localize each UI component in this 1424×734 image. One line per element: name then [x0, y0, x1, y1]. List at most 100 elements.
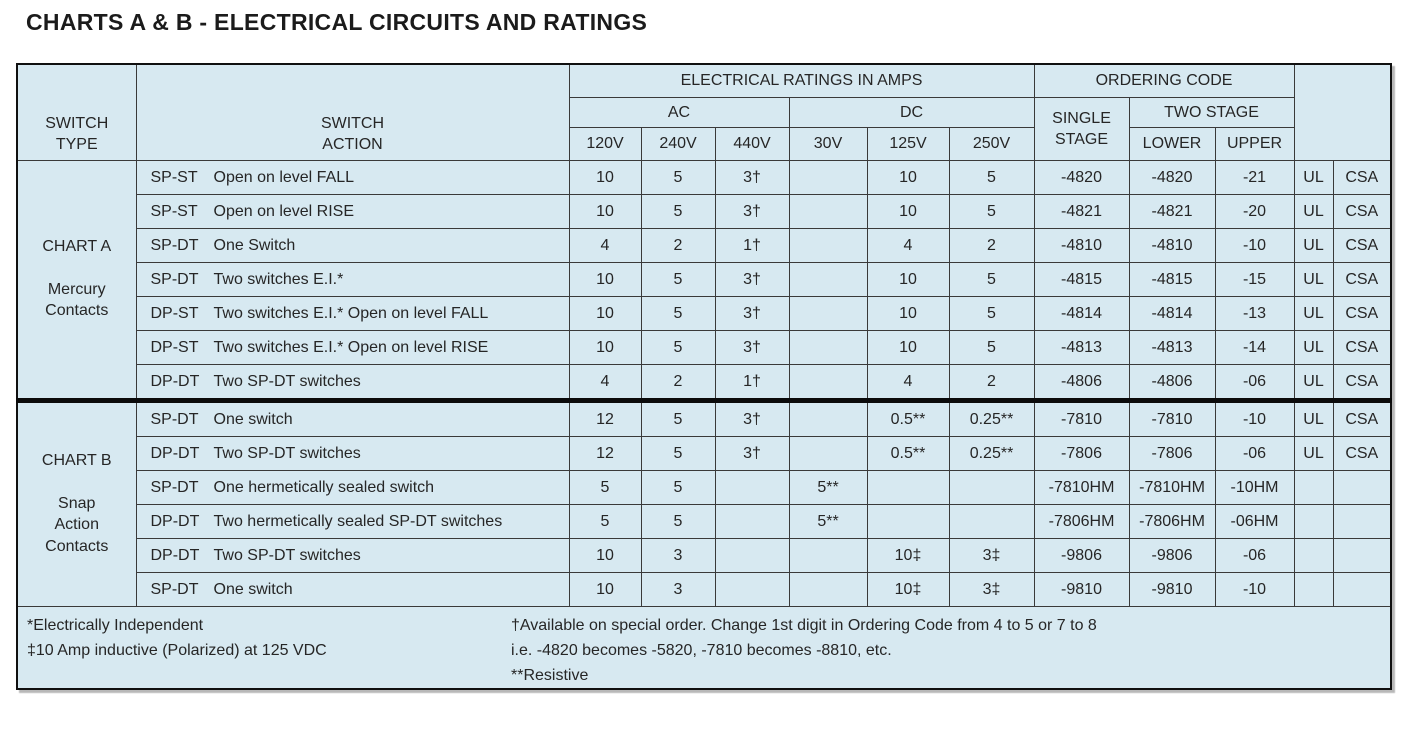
rating-30v-cell	[788, 262, 868, 297]
single-stage-cell: -4813	[1033, 330, 1130, 365]
single-stage-cell: -7806HM	[1033, 504, 1130, 539]
rating-125v-cell: 10‡	[866, 538, 950, 573]
dc-header: DC	[788, 97, 1035, 128]
single-stage-header: SINGLE STAGE	[1033, 97, 1130, 161]
lower-code-cell: -7806	[1128, 436, 1216, 471]
ordering-code-header: ORDERING CODE	[1033, 63, 1295, 98]
table-row: SP-DT One hermetically sealed switch 5 5 …	[17, 470, 1392, 505]
lower-code-cell: -4814	[1128, 296, 1216, 331]
rating-30v-cell	[788, 436, 868, 471]
rating-240v-cell: 5	[640, 160, 716, 195]
rating-440v-cell: 3†	[714, 262, 790, 297]
rating-440v-cell: 3†	[714, 398, 790, 437]
rating-125v-cell: 10	[866, 330, 950, 365]
csa-cell: CSA	[1332, 436, 1392, 471]
csa-cell: CSA	[1332, 296, 1392, 331]
rating-240v-cell: 5	[640, 296, 716, 331]
lower-code-cell: -4813	[1128, 330, 1216, 365]
switch-code: DP-DT	[150, 444, 200, 462]
ul-cell: UL	[1293, 160, 1334, 195]
rating-250v-cell: 3‡	[948, 572, 1035, 607]
single-stage-cell: -9810	[1033, 572, 1130, 607]
rating-30v-cell	[788, 364, 868, 401]
rating-240v-cell: 5	[640, 262, 716, 297]
rating-440v-cell: 3†	[714, 330, 790, 365]
upper-code-cell: -13	[1214, 296, 1295, 331]
rating-240v-cell: 2	[640, 364, 716, 401]
single-stage-cell: -4810	[1033, 228, 1130, 263]
switch-action-text: Two SP-DT switches	[213, 546, 361, 564]
chart-b-label-cell: CHART B Snap Action Contacts	[16, 398, 137, 607]
switch-code: SP-DT	[150, 580, 199, 598]
switch-code: SP-DT	[150, 270, 199, 288]
switch-action-text: One switch	[213, 580, 293, 598]
upper-code-cell: -10HM	[1214, 470, 1295, 505]
rating-240v-cell: 5	[640, 398, 716, 437]
table-row: CHART A Mercury Contacts SP-ST Open on le…	[16, 160, 1392, 401]
rating-125v-cell: 10	[866, 194, 950, 229]
rating-30v-cell: 5**	[788, 504, 868, 539]
switch-action-text: One switch	[213, 410, 293, 428]
switch-action-cell: DP-ST Two switches E.I.* Open on level RI…	[135, 330, 570, 365]
upper-code-cell: -10	[1214, 398, 1295, 437]
rating-250v-cell: 3‡	[948, 538, 1035, 573]
upper-code-cell: -15	[1214, 262, 1295, 297]
rating-30v-cell	[788, 398, 868, 437]
footnote-line: **Resistive	[511, 667, 589, 684]
rating-120v-cell: 12	[568, 436, 642, 471]
table-row: SP-DT One switch 10 3 10‡ 3‡ -9810 -9810 …	[17, 572, 1392, 607]
table-row: DP-DT Two SP-DT switches 10 3 10‡ 3‡ -980…	[17, 538, 1392, 573]
rating-120v-cell: 10	[568, 262, 642, 297]
csa-cell: CSA	[1332, 398, 1392, 437]
table-row: DP-DT Two SP-DT switches 12 5 3† 0.5** 0.…	[17, 436, 1392, 471]
switch-action-text: Open on level FALL	[213, 168, 355, 186]
electrical-ratings-header: ELECTRICAL RATINGS IN AMPS	[568, 63, 1035, 98]
dc-250v-header: 250V	[948, 127, 1035, 161]
footnote-line: †Available on special order. Change 1st …	[511, 617, 1097, 634]
lower-code-cell: -4820	[1128, 160, 1216, 195]
lower-header: LOWER	[1128, 127, 1216, 161]
rating-120v-cell: 10	[568, 296, 642, 331]
rating-440v-cell: 3†	[714, 436, 790, 471]
csa-cell: CSA	[1332, 364, 1392, 401]
switch-action-cell: SP-ST Open on level FALL	[135, 160, 570, 195]
single-stage-cell: -7806	[1033, 436, 1130, 471]
ul-cell: UL	[1293, 194, 1334, 229]
rating-120v-cell: 4	[568, 228, 642, 263]
ul-cell	[1293, 470, 1334, 505]
upper-code-cell: -21	[1214, 160, 1295, 195]
page-title: CHARTS A & B - ELECTRICAL CIRCUITS AND R…	[26, 9, 648, 35]
two-stage-header: TWO STAGE	[1128, 97, 1295, 128]
ul-cell: UL	[1293, 364, 1334, 401]
rating-250v-cell: 5	[948, 262, 1035, 297]
switch-action-cell: SP-DT One hermetically sealed switch	[135, 470, 570, 505]
table-row: SP-ST Open on level RISE 10 5 3† 10 5 -48…	[17, 194, 1392, 229]
switch-code: SP-ST	[150, 168, 198, 186]
upper-code-cell: -14	[1214, 330, 1295, 365]
switch-action-text: Two switches E.I.* Open on level RISE	[213, 338, 489, 356]
rating-120v-cell: 10	[568, 330, 642, 365]
table-row: DP-DT Two SP-DT switches 4 2 1† 4 2 -4806…	[17, 364, 1392, 401]
switch-action-text: Open on level RISE	[213, 202, 355, 220]
single-stage-cell: -4821	[1033, 194, 1130, 229]
rating-125v-cell: 10	[866, 160, 950, 195]
switch-code: DP-ST	[150, 304, 199, 322]
switch-action-cell: SP-DT One Switch	[135, 228, 570, 263]
switch-code: SP-DT	[150, 478, 199, 496]
rating-250v-cell: 5	[948, 296, 1035, 331]
rating-250v-cell: 5	[948, 160, 1035, 195]
rating-440v-cell: 1†	[714, 364, 790, 401]
dc-125v-header: 125V	[866, 127, 950, 161]
chart-b-label: CHART B	[41, 452, 112, 470]
upper-code-cell: -20	[1214, 194, 1295, 229]
switch-action-cell: DP-DT Two hermetically sealed SP-DT switc…	[135, 504, 570, 539]
csa-cell: CSA	[1332, 160, 1392, 195]
ul-cell: UL	[1293, 296, 1334, 331]
rating-30v-cell: 5**	[788, 470, 868, 505]
rating-30v-cell	[788, 160, 868, 195]
table-row: CHART B Snap Action Contacts SP-DT One sw…	[16, 398, 1392, 607]
ul-cell	[1293, 572, 1334, 607]
lower-code-cell: -4821	[1128, 194, 1216, 229]
rating-440v-cell: 3†	[714, 194, 790, 229]
ac-440v-header: 440V	[714, 127, 790, 161]
